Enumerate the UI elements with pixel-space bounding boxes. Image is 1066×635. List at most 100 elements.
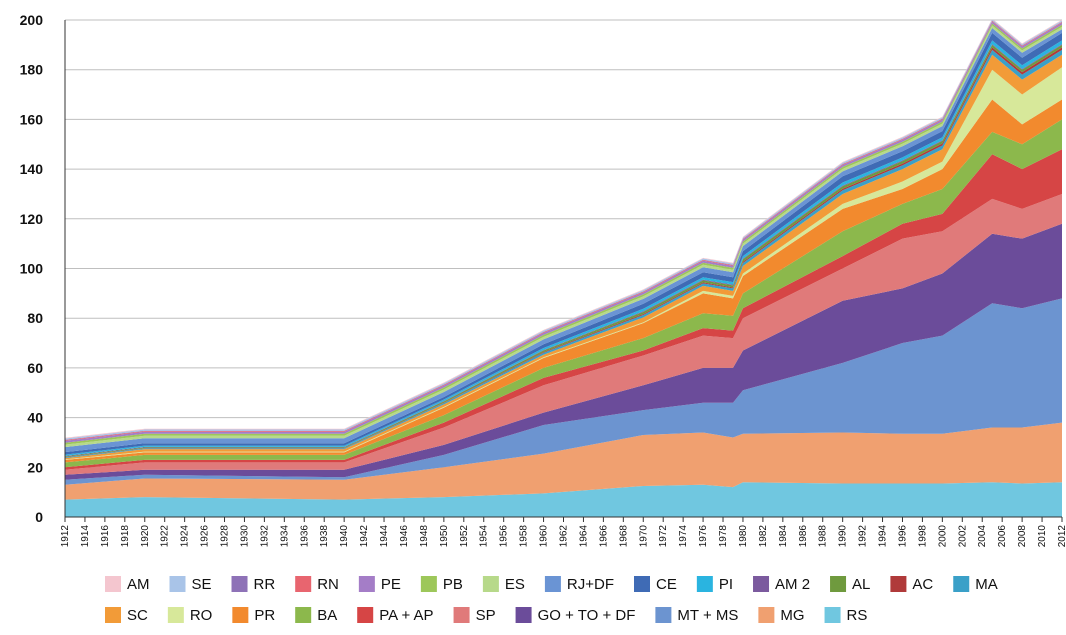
legend-label: MG [780,607,804,624]
y-tick-label: 20 [27,459,43,475]
legend-swatch [453,607,470,623]
x-tick-label: 2000 [937,525,948,548]
x-tick-label: 1938 [319,525,330,548]
x-tick-label: 1964 [578,525,589,548]
legend-swatch [105,576,121,592]
x-tick-label: 1958 [519,525,530,548]
legend-label: PR [254,607,275,624]
legend-label: RO [190,607,213,624]
x-tick-label: 1966 [598,525,609,548]
x-tick-label: 1926 [200,525,211,548]
y-tick-label: 0 [35,509,43,525]
legend-label: RR [254,576,276,593]
legend: AM SE RR RN PE PB ES RJ+DF CE PI AM 2 AL AC MA SC RO PR B… [105,576,998,624]
x-tick-label: 1970 [638,525,649,548]
x-tick-label: 1996 [897,525,908,548]
x-tick-label: 1942 [359,525,370,548]
x-tick-label: 1978 [718,525,729,548]
x-tick-label: 1928 [220,525,231,548]
x-tick-label: 1916 [100,525,111,548]
x-tick-label: 2002 [957,525,968,548]
legend-swatch [753,576,770,592]
legend-label: CE [656,576,677,593]
legend-label: PI [719,576,733,593]
legend-swatch [295,607,312,623]
x-tick-label: 1934 [279,525,290,548]
legend-swatch [890,576,907,592]
x-tick-label: 1992 [858,525,869,548]
legend-label: BA [317,607,337,624]
legend-label: ES [505,576,525,593]
legend-swatch [634,576,650,592]
area [65,193,1062,475]
legend-swatch [295,576,312,592]
legend-swatch [231,576,248,592]
x-tick-label: 1988 [818,525,829,548]
x-tick-label: 1984 [778,525,789,548]
x-tick-label: 1912 [60,525,71,548]
legend-swatch [830,576,847,592]
x-tick-label: 1932 [259,525,270,548]
legend-label: AM 2 [775,576,810,593]
x-tick-label: 1982 [758,525,769,548]
legend-swatch [696,576,713,592]
legend-label: GO + TO + DF [538,607,636,624]
x-tick-label: 1994 [878,525,889,548]
x-tick-label: 1922 [160,525,171,548]
x-tick-label: 1998 [917,525,928,548]
x-tick-label: 1986 [798,525,809,548]
x-tick-label: 2012 [1057,525,1066,548]
legend-swatch [758,607,775,623]
x-tick-label: 1980 [738,525,749,548]
y-tick-label: 60 [27,360,43,376]
legend-swatch [655,607,672,623]
y-tick-label: 160 [20,111,44,127]
x-tick-label: 1914 [80,525,91,548]
x-tick-label: 1990 [838,525,849,548]
y-tick-label: 40 [27,410,43,426]
legend-label: SP [476,607,496,624]
x-tick-label: 1950 [439,525,450,548]
x-tick-label: 1920 [140,525,151,548]
x-tick-label: 1972 [658,525,669,548]
x-tick-label: 1960 [539,525,550,548]
x-tick-label: 1946 [399,525,410,548]
x-tick-label: 1944 [379,525,390,548]
legend-label: PE [381,576,401,593]
x-tick-label: 2004 [977,525,988,548]
legend-label: RN [317,576,339,593]
area [65,482,1062,517]
y-tick-label: 180 [20,62,44,78]
legend-label: SC [127,607,148,624]
y-tick-label: 120 [20,211,44,227]
x-tick-label: 1962 [559,525,570,548]
x-tick-label: 1974 [678,525,689,548]
x-tick-label: 1954 [479,525,490,548]
x-tick-label: 1952 [459,525,470,548]
x-tick-label: 1956 [499,525,510,548]
legend-label: PA + AP [379,607,433,624]
legend-swatch [105,607,121,623]
legend-swatch [482,576,499,592]
legend-swatch [167,607,184,623]
legend-label: AC [912,576,933,593]
legend-swatch [544,576,561,592]
legend-label: RJ+DF [567,576,614,593]
legend-label: SE [192,576,212,593]
legend-swatch [232,607,249,623]
area [65,422,1062,500]
area [65,298,1062,485]
legend-swatch [169,576,186,592]
legend-swatch [420,576,437,592]
legend-label: MT + MS [677,607,738,624]
y-tick-label: 140 [20,161,44,177]
x-tick-label: 1936 [299,525,310,548]
x-tick-label: 2010 [1037,525,1048,548]
legend-label: AM [127,576,150,593]
legend-label: RS [847,607,868,624]
legend-label: PB [443,576,463,593]
y-tick-label: 80 [27,310,43,326]
legend-swatch [515,607,532,623]
axes: 0 20 40 60 80 100 120 140 160 180 200 1912 1914 1916 1… [20,12,1066,547]
